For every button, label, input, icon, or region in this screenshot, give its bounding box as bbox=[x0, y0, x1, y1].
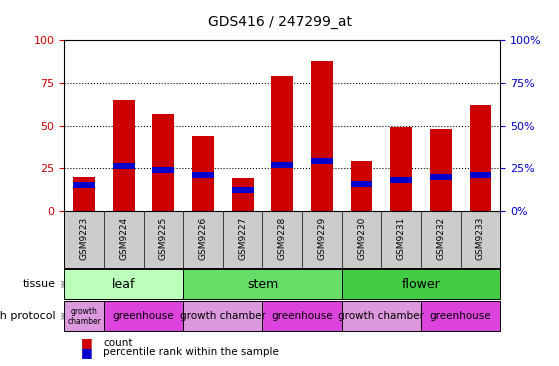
Bar bbox=[73, 182, 95, 188]
Bar bbox=[390, 127, 412, 211]
Bar bbox=[311, 61, 333, 211]
Text: greenhouse: greenhouse bbox=[430, 311, 491, 321]
Bar bbox=[350, 161, 372, 211]
Text: ■: ■ bbox=[81, 336, 93, 350]
Bar bbox=[350, 180, 372, 187]
Text: leaf: leaf bbox=[112, 278, 135, 291]
Bar bbox=[390, 177, 412, 183]
Text: stem: stem bbox=[247, 278, 278, 291]
Text: growth protocol: growth protocol bbox=[0, 311, 56, 321]
Text: growth chamber: growth chamber bbox=[180, 311, 266, 321]
Bar bbox=[311, 158, 333, 164]
Bar bbox=[113, 100, 135, 211]
Bar bbox=[470, 172, 491, 178]
Text: ■: ■ bbox=[81, 346, 93, 359]
Text: growth chamber: growth chamber bbox=[338, 311, 424, 321]
Text: greenhouse: greenhouse bbox=[113, 311, 174, 321]
Text: greenhouse: greenhouse bbox=[271, 311, 333, 321]
Bar bbox=[232, 187, 254, 193]
Bar bbox=[272, 76, 293, 211]
Text: tissue: tissue bbox=[23, 279, 56, 290]
Bar bbox=[153, 113, 174, 211]
Bar bbox=[73, 177, 95, 211]
Text: GDS416 / 247299_at: GDS416 / 247299_at bbox=[207, 15, 352, 29]
Text: growth
chamber: growth chamber bbox=[67, 306, 101, 326]
Text: percentile rank within the sample: percentile rank within the sample bbox=[103, 347, 280, 358]
Bar bbox=[430, 129, 452, 211]
Text: flower: flower bbox=[402, 278, 440, 291]
Bar bbox=[153, 167, 174, 173]
Bar bbox=[470, 105, 491, 211]
Bar bbox=[113, 164, 135, 169]
Bar bbox=[192, 172, 214, 178]
Bar bbox=[272, 162, 293, 168]
Text: count: count bbox=[103, 338, 133, 348]
Bar bbox=[430, 174, 452, 180]
Bar bbox=[232, 178, 254, 211]
Bar bbox=[192, 136, 214, 211]
